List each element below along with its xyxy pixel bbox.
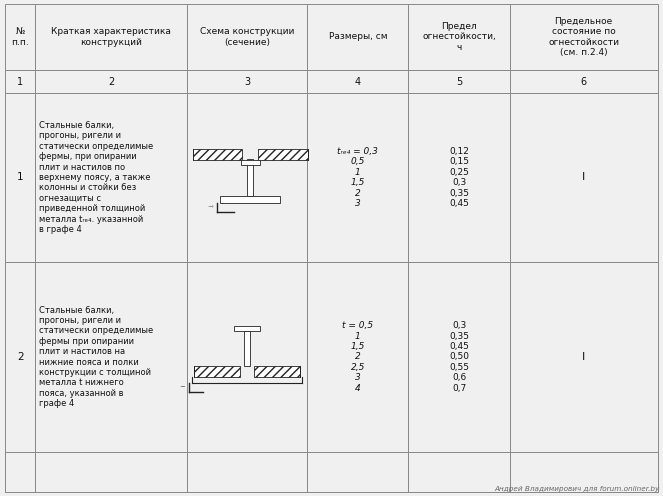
Bar bbox=[308, 93, 408, 262]
Bar bbox=[259, 149, 308, 160]
Text: 4: 4 bbox=[355, 76, 361, 87]
Text: 2: 2 bbox=[17, 352, 24, 362]
Bar bbox=[408, 4, 510, 70]
Bar bbox=[221, 196, 280, 203]
Bar bbox=[244, 331, 250, 366]
Text: Размеры, см: Размеры, см bbox=[329, 32, 387, 41]
Bar bbox=[254, 366, 300, 376]
Text: 0,12
0,15
0,25
0,3
0,35
0,45: 0,12 0,15 0,25 0,3 0,35 0,45 bbox=[449, 147, 469, 208]
Text: I: I bbox=[582, 173, 585, 183]
Bar bbox=[241, 160, 260, 165]
Bar bbox=[408, 262, 510, 452]
Bar bbox=[194, 366, 241, 376]
Bar bbox=[308, 262, 408, 452]
Text: Краткая характеристика
конструкций: Краткая характеристика конструкций bbox=[51, 27, 171, 47]
Text: ~: ~ bbox=[180, 384, 186, 390]
Bar bbox=[408, 93, 510, 262]
Text: 1: 1 bbox=[17, 173, 24, 183]
Bar bbox=[510, 70, 658, 93]
Bar bbox=[308, 452, 408, 492]
Bar bbox=[35, 452, 187, 492]
Bar bbox=[193, 149, 243, 160]
Text: 1: 1 bbox=[17, 76, 23, 87]
Text: Предел
огнестойкости,
ч: Предел огнестойкости, ч bbox=[422, 22, 496, 52]
Bar bbox=[510, 4, 658, 70]
Text: Предельное
состояние по
огнестойкости
(см. п.2.4): Предельное состояние по огнестойкости (с… bbox=[548, 17, 619, 57]
Bar bbox=[35, 452, 187, 492]
Text: 2: 2 bbox=[108, 76, 114, 87]
Bar bbox=[510, 262, 658, 452]
Bar bbox=[35, 70, 187, 93]
Text: 3: 3 bbox=[244, 76, 250, 87]
Bar bbox=[5, 452, 35, 492]
Text: ~›: ~› bbox=[207, 205, 214, 210]
Bar bbox=[35, 262, 187, 452]
Bar bbox=[187, 93, 308, 262]
Text: Стальные балки,
прогоны, ригели и
статически определимые
фермы при опирании
плит: Стальные балки, прогоны, ригели и статич… bbox=[38, 306, 153, 408]
Bar bbox=[510, 93, 658, 262]
Bar bbox=[510, 452, 658, 492]
Text: I: I bbox=[582, 352, 585, 362]
Text: 5: 5 bbox=[456, 76, 462, 87]
Text: №
п.п.: № п.п. bbox=[11, 27, 29, 47]
Bar bbox=[5, 262, 35, 452]
Bar bbox=[35, 4, 187, 70]
Bar bbox=[187, 452, 308, 492]
Bar bbox=[5, 4, 35, 70]
Bar bbox=[247, 159, 253, 196]
Text: t = 0,5
1
1,5
2
2,5
3
4: t = 0,5 1 1,5 2 2,5 3 4 bbox=[342, 321, 373, 392]
Bar bbox=[187, 452, 308, 492]
Bar bbox=[187, 262, 308, 452]
Text: 0,3
0,35
0,45
0,50
0,55
0,6
0,7: 0,3 0,35 0,45 0,50 0,55 0,6 0,7 bbox=[449, 321, 469, 392]
Bar bbox=[5, 452, 35, 492]
Bar bbox=[408, 70, 510, 93]
Bar bbox=[308, 452, 408, 492]
Bar bbox=[5, 93, 35, 262]
Bar bbox=[187, 4, 308, 70]
Bar bbox=[510, 452, 658, 492]
Bar bbox=[408, 452, 510, 492]
Text: 6: 6 bbox=[581, 76, 587, 87]
Text: Андрей Владимирович для forum.onliner.by: Андрей Владимирович для forum.onliner.by bbox=[495, 486, 660, 492]
Bar bbox=[187, 70, 308, 93]
Bar bbox=[5, 70, 35, 93]
Text: Схема конструкции
(сечение): Схема конструкции (сечение) bbox=[200, 27, 294, 47]
Text: tᵣₑ₄ = 0,3
0,5
1
1,5
2
3: tᵣₑ₄ = 0,3 0,5 1 1,5 2 3 bbox=[337, 147, 379, 208]
Bar bbox=[235, 325, 260, 331]
Bar bbox=[408, 452, 510, 492]
Bar bbox=[308, 70, 408, 93]
Bar bbox=[35, 93, 187, 262]
Text: Стальные балки,
прогоны, ригели и
статически определимые
фермы, при опирании
пли: Стальные балки, прогоны, ригели и статич… bbox=[38, 121, 153, 234]
Bar bbox=[308, 4, 408, 70]
